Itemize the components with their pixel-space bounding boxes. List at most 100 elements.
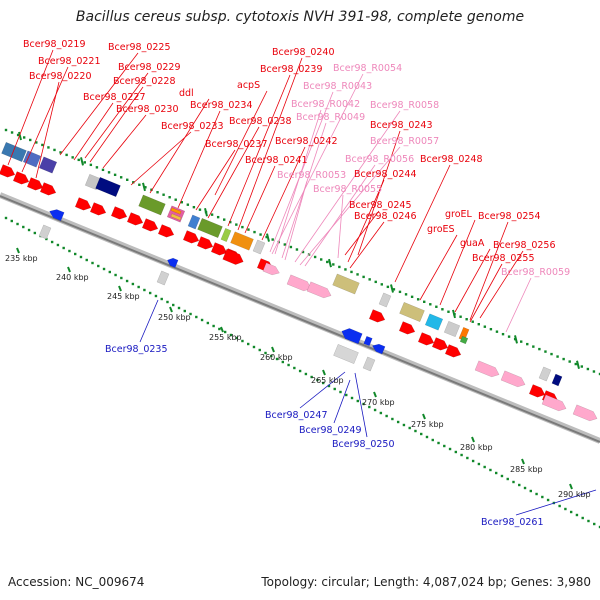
- inner-tick-dot: [506, 477, 509, 481]
- leader-line: [35, 81, 60, 179]
- leader-line: [195, 149, 236, 211]
- outer-tick-dot: [319, 258, 323, 261]
- inner-tick-dot: [414, 429, 417, 433]
- gene-label: guaA: [460, 238, 485, 249]
- gene-label: Bcer98_0244: [354, 169, 417, 180]
- reverse-gene-arrow: [341, 328, 363, 345]
- outer-tick-dot: [180, 201, 183, 204]
- inner-tick-dot: [564, 507, 567, 511]
- leader-line: [214, 90, 268, 196]
- gene-label: Bcer98_R0053: [277, 170, 346, 181]
- outer-tick-dot: [362, 275, 365, 279]
- outer-tick-dot: [77, 158, 80, 162]
- gene-label: Bcer98_0245: [349, 200, 412, 211]
- outer-tick-dot: [22, 136, 26, 139]
- inner-tick-dot: [518, 483, 521, 487]
- inner-tick-dot: [558, 504, 561, 508]
- outer-tick-dot: [192, 205, 196, 209]
- outer-tick-dot: [544, 350, 547, 353]
- small-feature: [378, 292, 392, 308]
- inner-tick-dot: [443, 444, 446, 448]
- inner-tick-dot: [483, 465, 486, 469]
- gene-label: Bcer98_0241: [245, 155, 308, 166]
- outer-tick-dot: [241, 225, 244, 229]
- gene-label: Bcer98_R0042: [291, 99, 360, 110]
- outer-tick-dot: [113, 173, 117, 177]
- feature-block: [1, 142, 27, 162]
- feature-block: [170, 207, 182, 215]
- inner-tick-dot: [114, 273, 117, 277]
- forward-gene-arrow: [196, 236, 214, 250]
- leader-lines-layer: [7, 49, 597, 516]
- outer-tick-dot: [441, 308, 444, 311]
- rna-feature-arrow: [286, 274, 312, 292]
- inner-tick-dot: [252, 345, 256, 349]
- major-tick: [452, 309, 456, 319]
- outer-tick-dot: [586, 367, 590, 371]
- leader-line: [244, 165, 276, 234]
- forward-gene-arrow: [110, 206, 128, 220]
- scale-tick-label: 290 kbp: [558, 490, 591, 499]
- inner-tick-dot: [120, 276, 123, 280]
- leader-line: [130, 131, 192, 186]
- outer-tick-dot: [556, 355, 559, 358]
- inner-tick-dot: [177, 306, 181, 310]
- leader-line: [59, 52, 139, 156]
- inner-tick-dot: [91, 261, 94, 265]
- leader-line: [274, 109, 322, 255]
- inner-tick-dot: [281, 360, 285, 364]
- forward-gene-arrow: [444, 344, 462, 358]
- inner-tick-dot: [431, 438, 434, 442]
- forward-gene-arrow: [74, 197, 92, 211]
- scale-tick-mark: [373, 391, 377, 398]
- outer-tick-dot: [392, 288, 396, 291]
- small-feature: [538, 366, 552, 382]
- outer-tick-dot: [65, 153, 68, 157]
- outer-tick-dot: [423, 300, 426, 303]
- scale-tick-label: 280 kbp: [460, 443, 493, 452]
- outer-tick-dot: [574, 362, 577, 366]
- inner-tick-dot: [143, 288, 146, 292]
- inner-tick-dot: [247, 342, 250, 346]
- inner-tick-dot: [569, 510, 573, 514]
- gene-label: Bcer98_0228: [113, 76, 176, 87]
- inner-tick-dot: [68, 249, 71, 253]
- feature-block: [187, 214, 201, 230]
- inner-tick-dot: [16, 222, 19, 226]
- outer-tick-dot: [235, 223, 238, 226]
- inner-tick-dot: [154, 294, 158, 298]
- leader-line: [271, 73, 364, 255]
- outer-tick-dot: [16, 133, 20, 137]
- inner-tick-dot: [172, 303, 175, 307]
- inner-tick-dot: [471, 459, 475, 463]
- major-tick: [18, 131, 22, 141]
- inner-tick-dot: [287, 363, 290, 367]
- leader-line: [89, 86, 144, 163]
- forward-gene-arrow: [141, 218, 159, 232]
- outer-tick-dot: [83, 161, 86, 164]
- feature-block: [424, 313, 444, 331]
- labels-layer: 235 kbp 240 kbp 245 kbp 250 kbp 255 kbp 260 k…: [5, 39, 591, 528]
- major-tick: [576, 360, 580, 370]
- gene-label: Bcer98_0248: [420, 154, 483, 165]
- outer-tick-dot: [101, 168, 105, 172]
- outer-tick-dot: [410, 295, 414, 299]
- inner-tick-dot: [350, 396, 354, 400]
- inner-tick-dot: [304, 372, 308, 376]
- gene-label: Bcer98_0237: [205, 139, 268, 150]
- reverse-gene-arrow: [49, 209, 65, 222]
- inner-tick-dot: [454, 450, 458, 454]
- outer-tick-dot: [350, 270, 353, 274]
- inner-tick-dot: [368, 405, 371, 409]
- small-feature: [38, 224, 52, 240]
- inner-tick-dot: [212, 324, 215, 328]
- inner-tick-dot: [195, 315, 198, 319]
- outer-tick-dot: [404, 293, 408, 296]
- inner-tick-dot: [541, 495, 544, 499]
- inner-tick-dot: [275, 357, 279, 361]
- gene-label: Bcer98_R0056: [345, 154, 414, 165]
- rna-feature-arrow: [541, 394, 567, 412]
- rna-feature-arrow: [572, 404, 598, 422]
- inner-tick-dot: [379, 411, 383, 415]
